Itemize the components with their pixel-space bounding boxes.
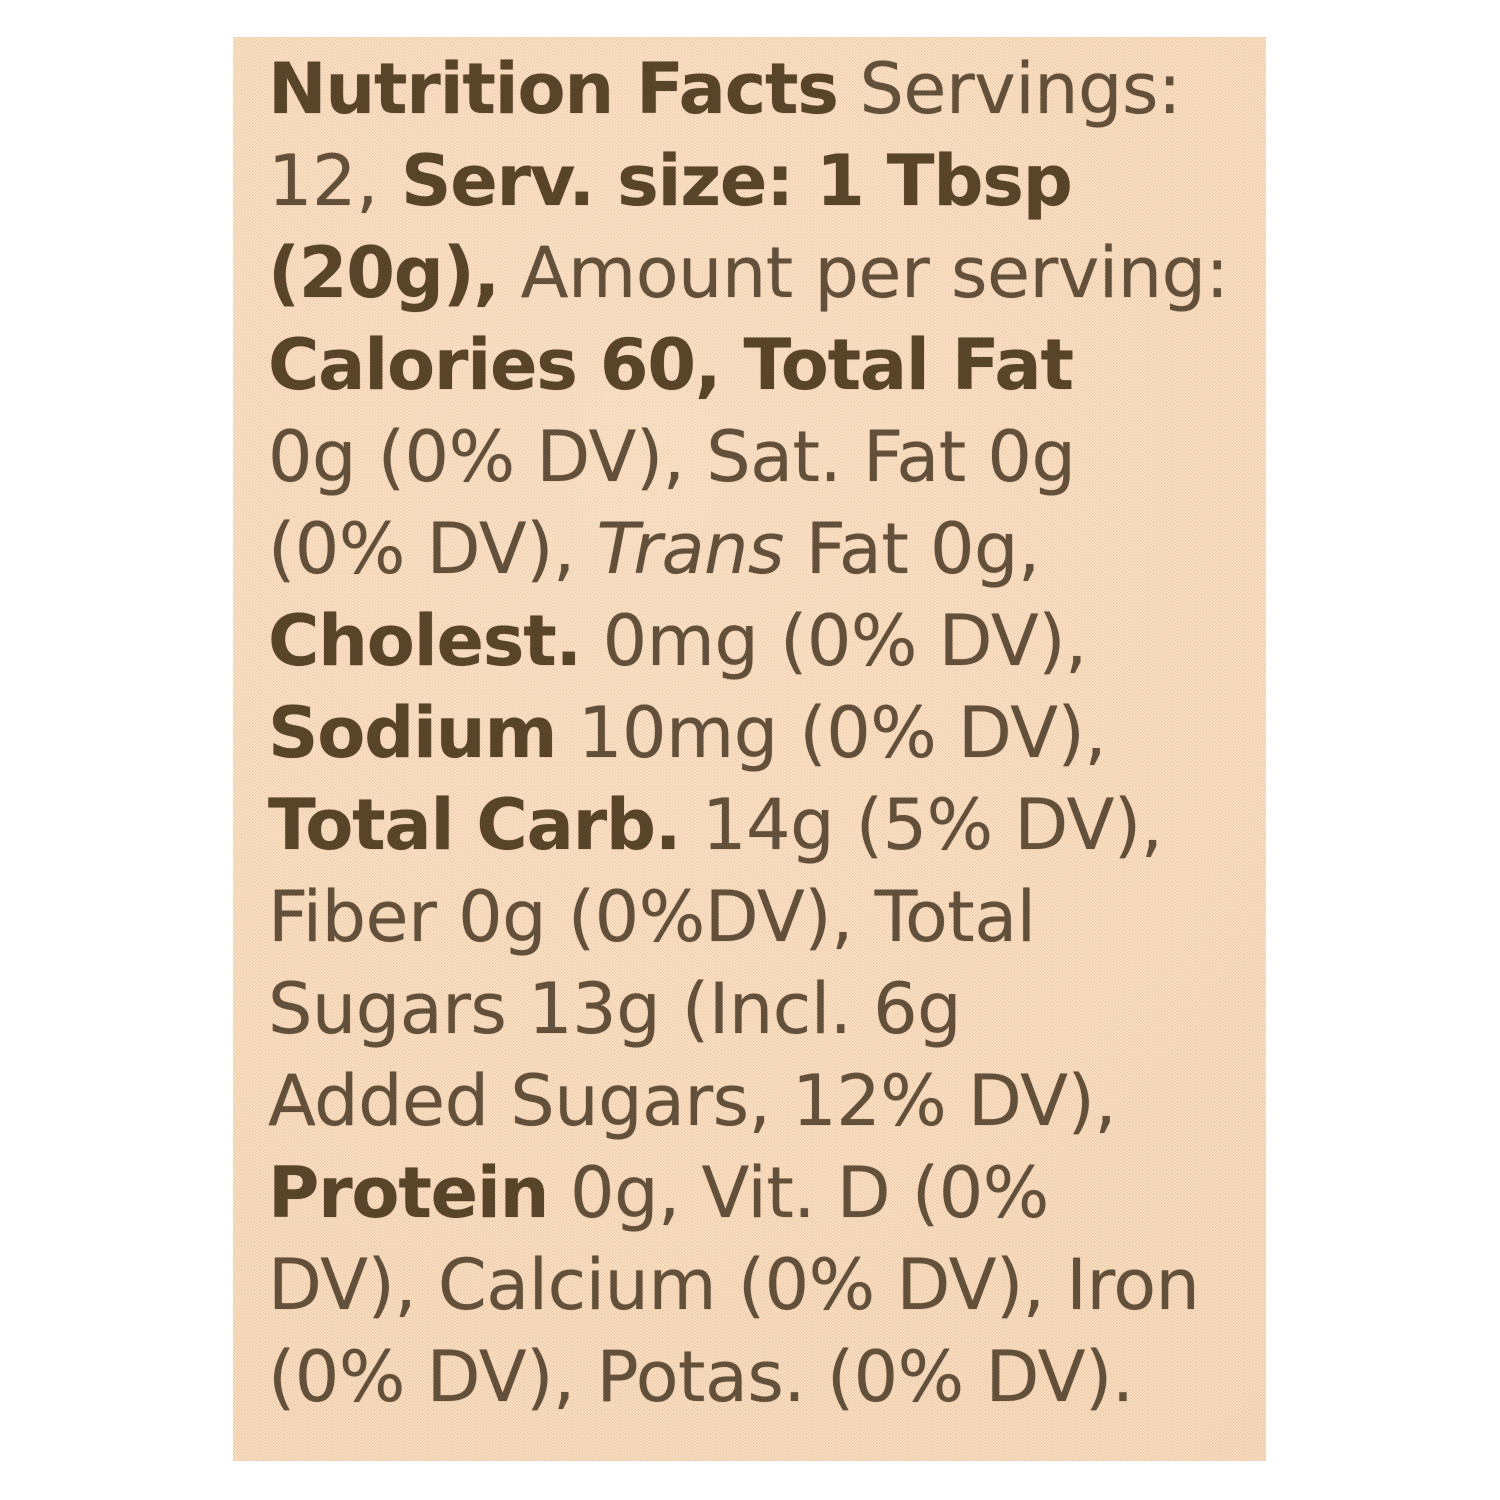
- nutrition-text-segment: 0g (0% DV), Sat. Fat 0g: [268, 416, 1076, 498]
- nutrition-line: (20g), Amount per serving:: [268, 227, 1268, 319]
- nutrition-line: Calories 60, Total Fat: [268, 319, 1268, 411]
- nutrition-text-segment: Added Sugars, 12% DV),: [268, 1060, 1117, 1142]
- nutrition-text-segment: 10mg (0% DV),: [556, 692, 1107, 774]
- nutrition-line: (0% DV), Trans Fat 0g,: [268, 503, 1268, 595]
- nutrition-line: (0% DV), Potas. (0% DV).: [268, 1331, 1268, 1423]
- nutrition-text-segment: DV), Calcium (0% DV), Iron: [268, 1244, 1200, 1326]
- nutrition-line: Total Carb. 14g (5% DV),: [268, 779, 1268, 871]
- nutrition-text-segment: Trans: [596, 508, 784, 590]
- nutrition-facts-text-block: Nutrition Facts Servings: 12, Serv. size:…: [268, 43, 1268, 1423]
- nutrition-text-segment: 0mg (0% DV),: [580, 600, 1088, 682]
- nutrition-line: 0g (0% DV), Sat. Fat 0g: [268, 411, 1268, 503]
- nutrition-text-segment: Total Carb.: [268, 784, 681, 866]
- nutrition-facts-panel: Nutrition Facts Servings: 12, Serv. size:…: [233, 37, 1266, 1461]
- nutrition-line: DV), Calcium (0% DV), Iron: [268, 1239, 1268, 1331]
- nutrition-text-segment: (20g),: [268, 232, 500, 314]
- nutrition-text-segment: Sugars 13g (Incl. 6g: [268, 968, 962, 1050]
- nutrition-text-segment: 0g, Vit. D (0%: [548, 1152, 1049, 1234]
- nutrition-text-segment: Nutrition Facts: [268, 48, 839, 130]
- nutrition-text-segment: 14g (5% DV),: [680, 784, 1163, 866]
- nutrition-text-segment: Cholest.: [268, 600, 582, 682]
- nutrition-line: Cholest. 0mg (0% DV),: [268, 595, 1268, 687]
- nutrition-line: Sugars 13g (Incl. 6g: [268, 963, 1268, 1055]
- nutrition-line: Fiber 0g (0%DV), Total: [268, 871, 1268, 963]
- nutrition-line: Nutrition Facts Servings:: [268, 43, 1268, 135]
- nutrition-text-segment: Protein: [268, 1152, 549, 1234]
- nutrition-line: Protein 0g, Vit. D (0%: [268, 1147, 1268, 1239]
- nutrition-line: Added Sugars, 12% DV),: [268, 1055, 1268, 1147]
- nutrition-text-segment: Sodium: [268, 692, 557, 774]
- nutrition-text-segment: Fat 0g,: [783, 508, 1041, 590]
- nutrition-text-segment: Serv. size: 1 Tbsp: [377, 140, 1073, 222]
- nutrition-text-segment: (0% DV),: [268, 508, 597, 590]
- nutrition-text-segment: 12,: [268, 140, 378, 222]
- nutrition-text-segment: Calories 60, Total Fat: [268, 324, 1074, 406]
- nutrition-line: 12, Serv. size: 1 Tbsp: [268, 135, 1268, 227]
- nutrition-text-segment: Servings:: [837, 48, 1181, 130]
- nutrition-line: Sodium 10mg (0% DV),: [268, 687, 1268, 779]
- nutrition-text-segment: (0% DV), Potas. (0% DV).: [268, 1336, 1134, 1418]
- nutrition-text-segment: Fiber 0g (0%DV), Total: [268, 876, 1036, 958]
- nutrition-text-segment: Amount per serving:: [498, 232, 1229, 314]
